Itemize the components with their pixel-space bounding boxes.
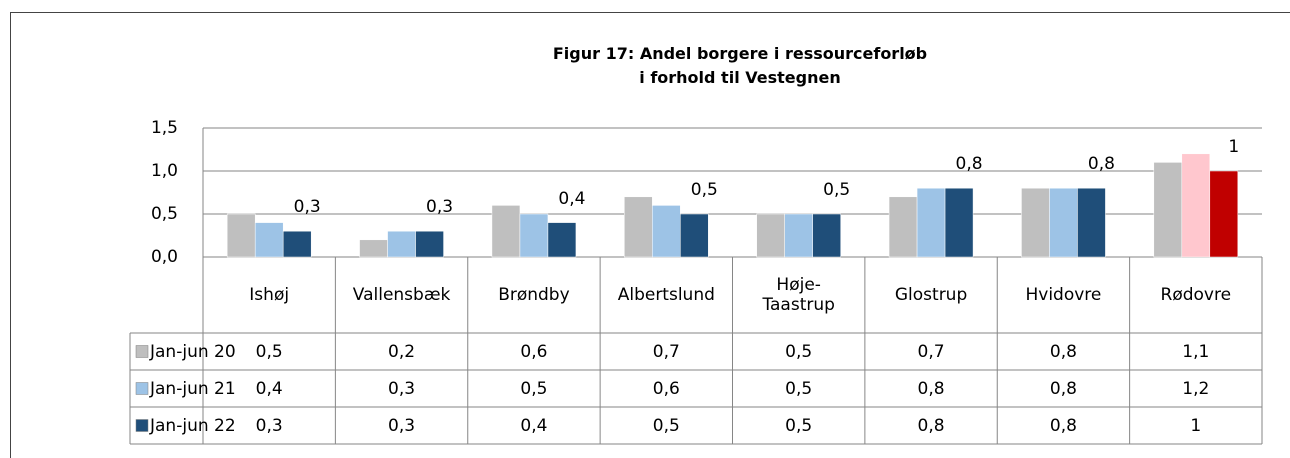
- legend-swatch: [135, 382, 149, 395]
- data-label: 0,8: [1087, 154, 1115, 175]
- x-tick-label: Rødovre: [1160, 285, 1232, 305]
- x-tick-label: Brøndby: [498, 285, 570, 305]
- bar: [888, 196, 918, 258]
- table-cell: 0,5: [255, 341, 283, 362]
- table-cell: 0,6: [652, 378, 680, 399]
- legend-label: Jan-jun 22: [150, 415, 236, 436]
- bar: [1209, 170, 1239, 258]
- table-cell: 0,6: [520, 341, 548, 362]
- bar: [916, 187, 946, 258]
- table-cell: 0,3: [255, 415, 283, 436]
- bar: [282, 230, 312, 258]
- y-tick-label: 0,5: [150, 204, 178, 224]
- table-cell: 0,5: [785, 341, 813, 362]
- table-cell: 0,5: [520, 378, 548, 399]
- table-cell: 0,3: [388, 378, 416, 399]
- table-cell: 0,7: [917, 341, 945, 362]
- chart-frame: [10, 12, 1290, 458]
- table-cell: 0,8: [917, 415, 945, 436]
- table-cell: 0,4: [520, 415, 548, 436]
- data-label: 0,3: [293, 197, 321, 218]
- bar: [491, 205, 521, 258]
- bar: [519, 213, 549, 258]
- bar: [387, 230, 416, 258]
- x-tick-label: Hvidovre: [1025, 285, 1102, 305]
- table-cell: 0,7: [652, 341, 680, 362]
- bar: [415, 230, 444, 258]
- y-tick-label: 1,5: [150, 118, 178, 138]
- legend-label: Jan-jun 21: [150, 378, 236, 399]
- data-label: 0,3: [426, 197, 454, 218]
- chart-title: i forhold til Vestegnen: [639, 68, 841, 87]
- bar: [1181, 153, 1211, 258]
- y-tick-label: 0,0: [150, 247, 178, 267]
- table-cell: 0,5: [785, 378, 813, 399]
- bar: [944, 187, 974, 258]
- bar: [812, 213, 841, 258]
- bar: [1077, 187, 1106, 258]
- bar: [1021, 187, 1050, 258]
- bar: [784, 213, 813, 258]
- table-cell: 1,1: [1182, 341, 1210, 362]
- table-cell: 0,8: [917, 378, 945, 399]
- bar: [359, 239, 388, 258]
- x-tick-label: Ishøj: [249, 285, 290, 305]
- chart-title: Figur 17: Andel borgere i ressourceforlø…: [552, 44, 928, 63]
- bar: [1153, 162, 1183, 258]
- table-cell: 0,8: [1049, 378, 1077, 399]
- x-tick-label: Albertslund: [617, 285, 715, 305]
- bar: [652, 205, 681, 258]
- data-label: 1: [1228, 137, 1240, 157]
- table-cell: 0,3: [388, 415, 416, 436]
- bar: [254, 222, 284, 258]
- table-cell: 0,4: [255, 378, 283, 399]
- bar: [547, 222, 577, 258]
- table-cell: 0,5: [785, 415, 813, 436]
- table-cell: 0,5: [652, 415, 680, 436]
- table-cell: 0,2: [388, 341, 416, 362]
- bar: [680, 213, 709, 258]
- table-cell: 1,2: [1182, 378, 1210, 399]
- bar: [1049, 187, 1078, 258]
- data-label: 0,8: [955, 154, 983, 175]
- table-cell: 0,8: [1049, 341, 1077, 362]
- table-cell: 1: [1190, 415, 1202, 436]
- bar: [756, 213, 785, 258]
- y-tick-label: 1,0: [150, 161, 178, 181]
- x-tick-label: Glostrup: [894, 285, 968, 305]
- legend-swatch: [135, 419, 149, 432]
- x-tick-label: Høje- Taastrup: [762, 275, 835, 315]
- legend-label: Jan-jun 20: [150, 341, 236, 362]
- data-label: 0,4: [558, 188, 586, 209]
- x-tick-label: Vallensbæk: [352, 285, 451, 305]
- data-label: 0,5: [690, 180, 718, 200]
- legend-swatch: [135, 345, 149, 358]
- bar: [624, 196, 653, 258]
- table-cell: 0,8: [1049, 415, 1077, 436]
- data-label: 0,5: [823, 180, 851, 200]
- bar: [226, 213, 256, 258]
